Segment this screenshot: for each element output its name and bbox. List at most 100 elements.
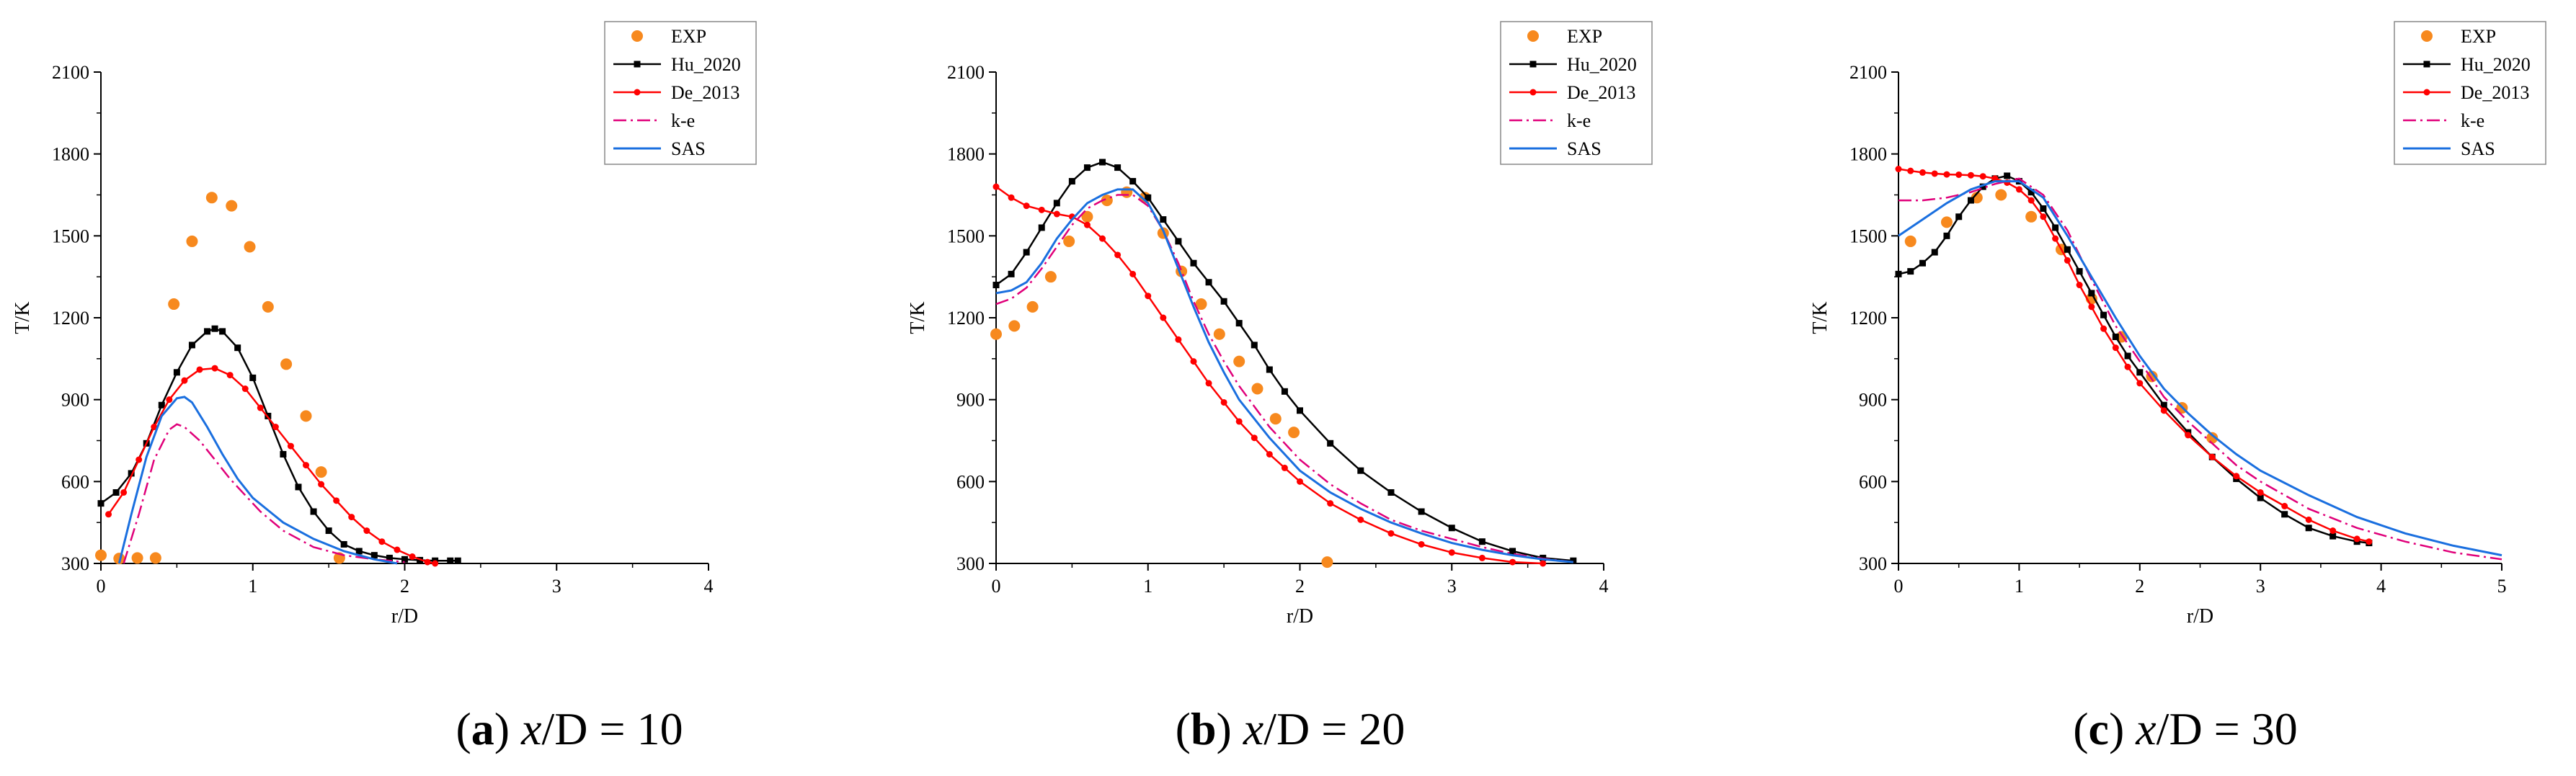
data-point — [1907, 268, 1914, 275]
legend-label: EXP — [1567, 26, 1602, 47]
data-point — [136, 456, 143, 463]
data-point — [2004, 172, 2011, 179]
data-point — [1129, 270, 1137, 277]
data-point — [1063, 235, 1075, 247]
x-tick-label: 2 — [2135, 576, 2144, 597]
data-point — [128, 470, 135, 477]
y-tick-label: 1200 — [52, 308, 89, 329]
legend-marker — [634, 89, 641, 96]
legend-item: Hu_2020 — [613, 54, 741, 75]
legend-marker — [631, 30, 643, 42]
legend-item: De_2013 — [613, 82, 740, 103]
x-tick-label: 3 — [2256, 576, 2265, 597]
series-de-2013 — [992, 183, 1547, 567]
data-point — [2052, 224, 2059, 231]
series-exp — [990, 186, 1333, 568]
legend-item: Hu_2020 — [1509, 54, 1637, 75]
data-point — [1943, 232, 1950, 239]
data-point — [241, 385, 249, 393]
data-point — [2208, 453, 2216, 460]
data-point — [2015, 186, 2022, 193]
data-point — [1931, 249, 1938, 256]
data-point — [1448, 549, 1455, 556]
data-point — [173, 369, 180, 376]
data-point — [2064, 257, 2071, 264]
data-point — [2281, 511, 2288, 518]
data-point — [186, 235, 198, 247]
data-point — [1233, 355, 1245, 367]
data-point — [1023, 249, 1030, 256]
caption-b-var: x — [1243, 703, 1264, 754]
data-point — [1175, 238, 1182, 245]
data-point — [315, 466, 327, 478]
x-tick-label: 4 — [1599, 576, 1609, 597]
data-point — [204, 328, 211, 335]
data-point — [2124, 363, 2131, 370]
chart-panel-3: 300 600 900 1200 1500 1800 2100 0 1 2 3 4 5 r/D T/K EXP… — [1809, 21, 2546, 628]
legend-item: k-e — [613, 110, 695, 131]
legend-item: Hu_2020 — [2403, 54, 2531, 75]
data-point — [1919, 169, 1926, 176]
y-axis-label: T/K — [1809, 301, 1831, 334]
data-point — [340, 540, 347, 548]
data-point — [2257, 489, 2264, 496]
data-point — [2353, 535, 2360, 543]
data-point — [1570, 557, 1577, 564]
x-axis-label: r/D — [1287, 605, 1313, 628]
y-tick-label: 1800 — [52, 144, 89, 165]
data-point — [1083, 164, 1091, 171]
series-sas — [117, 396, 398, 565]
data-point — [1114, 251, 1122, 259]
data-point — [149, 552, 161, 564]
caption-b-letter: b — [1190, 703, 1217, 754]
data-point — [1967, 171, 1974, 179]
data-point — [1251, 342, 1258, 349]
y-tick-label: 2100 — [947, 62, 985, 83]
data-point — [1145, 293, 1152, 300]
data-point — [2088, 290, 2095, 297]
caption-c-rest: /D = 30 — [2156, 703, 2298, 754]
data-point — [1129, 178, 1137, 185]
data-point — [1895, 166, 1902, 173]
data-point — [990, 328, 1002, 340]
data-point — [2366, 538, 2373, 545]
data-point — [1190, 358, 1197, 365]
data-point — [1023, 202, 1030, 210]
series-line — [995, 186, 1543, 565]
y-tick-label: 600 — [1859, 471, 1887, 492]
y-tick-label: 900 — [956, 390, 985, 411]
data-point — [1099, 159, 1106, 166]
data-point — [992, 282, 1000, 289]
legend: EXP Hu_2020 De_2013 k-e SAS — [604, 21, 757, 165]
data-point — [363, 527, 370, 535]
data-point — [2028, 197, 2035, 204]
legend-label: SAS — [671, 138, 706, 159]
data-point — [1145, 194, 1152, 201]
caption-c: (c) x/D = 30 — [2073, 703, 2298, 754]
data-point — [1038, 224, 1045, 231]
data-point — [386, 554, 393, 561]
legend-label: De_2013 — [2461, 82, 2529, 103]
legend-marker — [2423, 89, 2430, 96]
legend-label: De_2013 — [671, 82, 740, 103]
data-point — [120, 489, 128, 496]
data-point — [1943, 171, 1950, 178]
legend-label: Hu_2020 — [671, 54, 741, 75]
x-tick-label: 4 — [704, 576, 714, 597]
data-point — [1053, 210, 1060, 218]
y-tick-label: 600 — [956, 471, 985, 492]
data-point — [1099, 235, 1106, 242]
x-tick-label: 0 — [1894, 576, 1904, 597]
data-point — [1904, 235, 1917, 247]
data-point — [432, 560, 439, 567]
data-point — [1919, 259, 1926, 267]
data-point — [1940, 216, 1953, 228]
data-point — [234, 344, 241, 352]
y-tick-label: 900 — [61, 390, 89, 411]
data-point — [1160, 216, 1167, 223]
data-point — [1266, 450, 1273, 458]
data-point — [2185, 432, 2192, 439]
caption-a: (a) x/D = 10 — [456, 703, 683, 754]
series-k-e — [995, 194, 1573, 563]
